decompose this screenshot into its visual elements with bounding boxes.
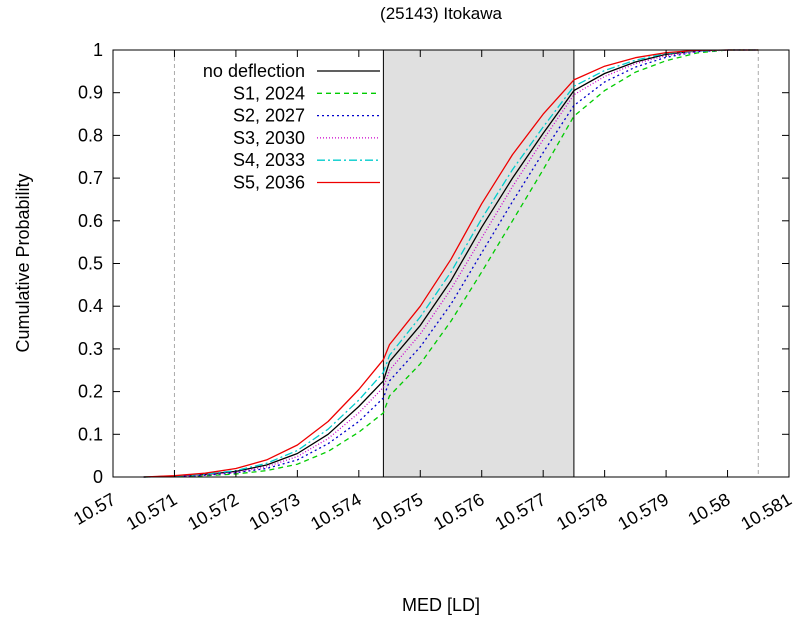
series-line-5	[143, 49, 759, 478]
chart-title: (25143) Itokawa	[380, 4, 502, 23]
series-line-1	[143, 49, 759, 478]
y-tick-label: 0	[93, 467, 103, 487]
series-line-3	[143, 49, 759, 478]
legend-label-1: S1, 2024	[233, 83, 305, 103]
y-tick-label: 1	[93, 40, 103, 60]
legend-label-4: S4, 2033	[233, 150, 305, 170]
series-line-0	[143, 49, 759, 478]
legend-label-2: S2, 2027	[233, 106, 305, 126]
y-tick-label: 0.4	[78, 296, 103, 316]
y-tick-label: 0.3	[78, 339, 103, 359]
y-tick-label: 0.8	[78, 125, 103, 145]
series-line-4	[143, 49, 759, 478]
y-tick-label: 0.9	[78, 83, 103, 103]
y-tick-label: 0.6	[78, 211, 103, 231]
series-line-2	[143, 49, 759, 478]
y-tick-label: 0.1	[78, 424, 103, 444]
y-tick-label: 0.5	[78, 254, 103, 274]
shaded-region	[383, 50, 574, 477]
y-axis-title: Cumulative Probability	[13, 173, 33, 352]
y-tick-label: 0.7	[78, 168, 103, 188]
legend-label-0: no deflection	[203, 61, 305, 81]
legend-label-5: S5, 2036	[233, 173, 305, 193]
legend-label-3: S3, 2030	[233, 128, 305, 148]
y-tick-label: 0.2	[78, 382, 103, 402]
x-axis-title: MED [LD]	[402, 595, 480, 615]
